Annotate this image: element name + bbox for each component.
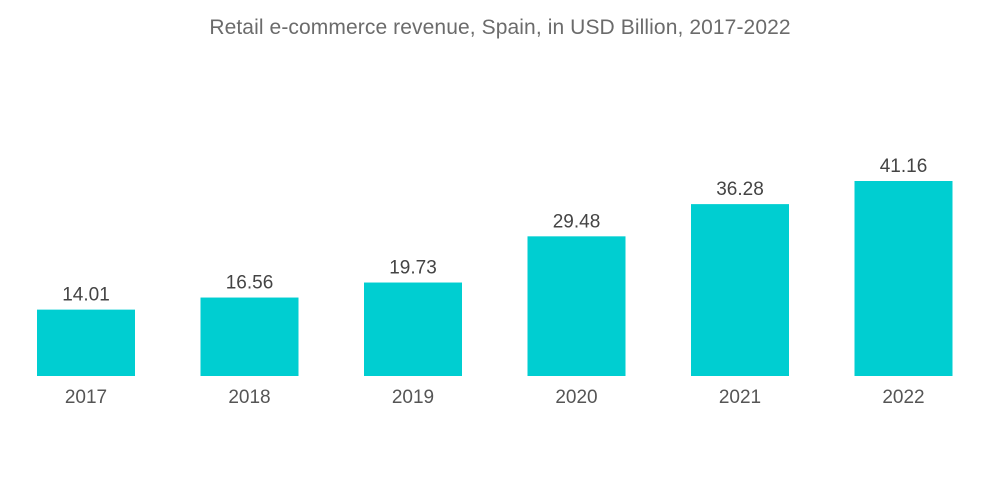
- value-label-2020: 29.48: [553, 211, 601, 232]
- value-label-2021: 36.28: [716, 179, 764, 200]
- value-label-2017: 14.01: [62, 285, 110, 306]
- bar-2021: [691, 204, 789, 376]
- bar-2022: [854, 181, 953, 376]
- value-label-2019: 19.73: [389, 258, 437, 279]
- chart-title: Retail e-commerce revenue, Spain, in USD…: [209, 16, 791, 39]
- x-tick-label-2022: 2022: [882, 387, 924, 408]
- x-tick-labels-group: 2017 2018 2019 2020 2021 2022: [65, 387, 925, 408]
- x-tick-label-2018: 2018: [228, 387, 270, 408]
- value-label-2018: 16.56: [226, 273, 274, 294]
- x-tick-label-2017: 2017: [65, 387, 107, 408]
- value-label-2022: 41.16: [880, 156, 928, 177]
- x-tick-label-2019: 2019: [392, 387, 434, 408]
- bar-2019: [364, 282, 462, 376]
- bars-group: [37, 181, 953, 376]
- bar-2017: [37, 309, 135, 376]
- value-labels-group: 14.01 16.56 19.73 29.48 36.28 41.16: [62, 156, 927, 306]
- bar-2020: [527, 236, 626, 376]
- bar-2018: [200, 297, 299, 376]
- x-tick-label-2020: 2020: [555, 387, 597, 408]
- x-tick-label-2021: 2021: [719, 387, 761, 408]
